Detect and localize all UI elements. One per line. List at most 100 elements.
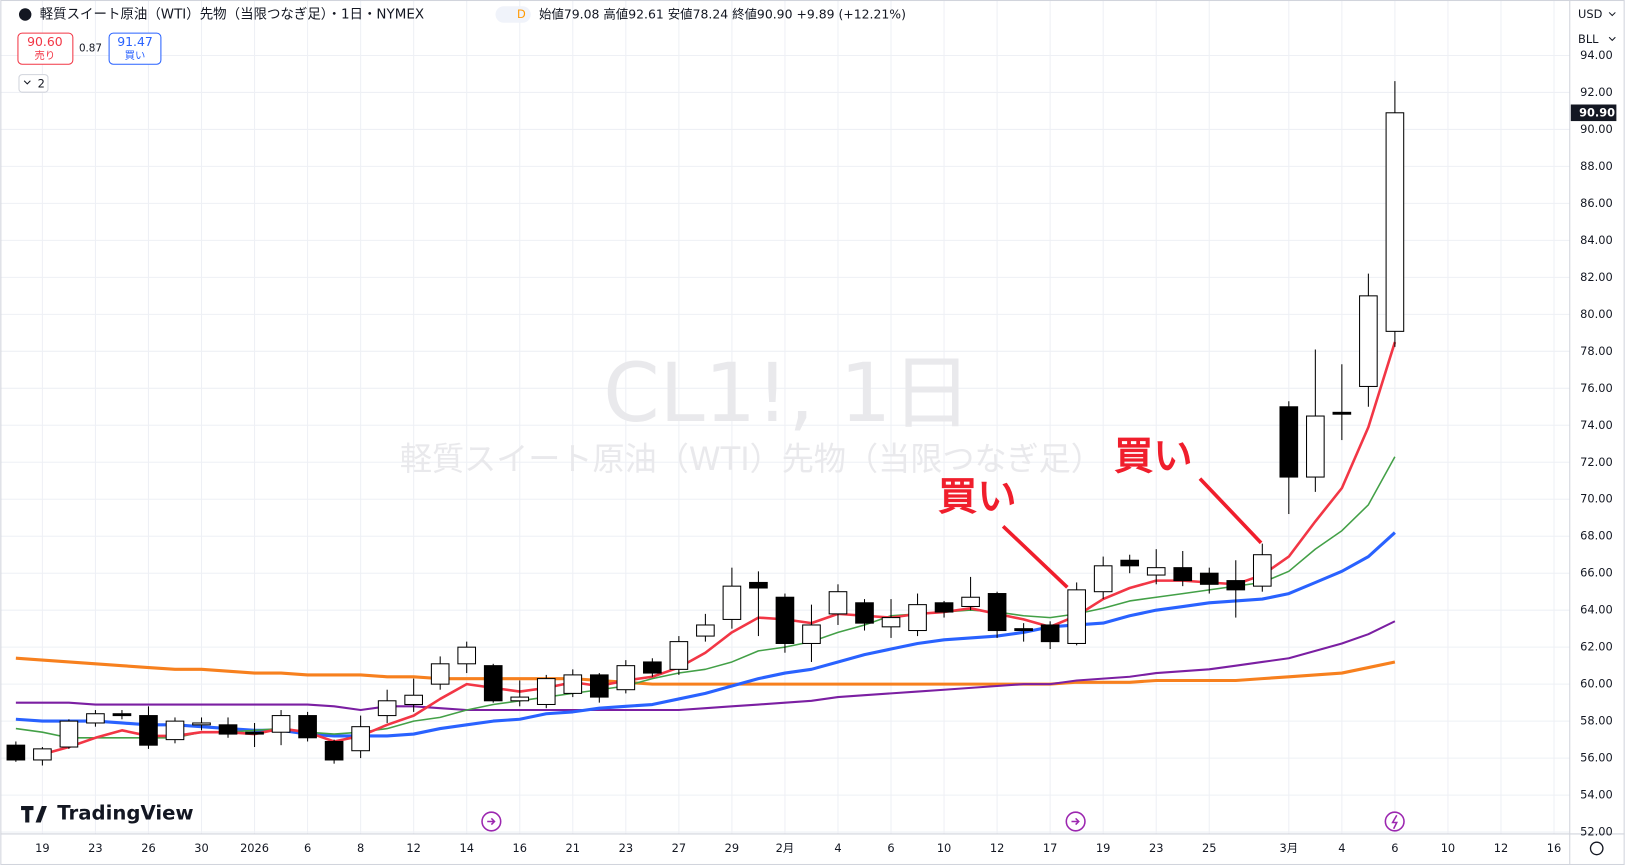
candle-body <box>271 715 291 733</box>
candle-body <box>192 722 211 726</box>
candle-body <box>6 744 26 761</box>
candle-body <box>536 678 556 706</box>
candle-body <box>1385 112 1405 332</box>
chevron <box>1608 36 1616 42</box>
candle-body <box>139 715 158 746</box>
candle-body <box>33 748 52 761</box>
y-tick-label: 92.00 <box>1580 85 1613 99</box>
y-tick-label: 72.00 <box>1580 455 1613 469</box>
candle-body <box>1332 411 1352 415</box>
candle-body <box>298 715 317 739</box>
candle-body <box>643 661 662 674</box>
moving-average-line <box>15 620 1396 712</box>
x-tick-label: 12 <box>406 841 420 855</box>
candle-body <box>86 713 105 724</box>
candle-body <box>802 624 821 644</box>
moving-average-line <box>15 531 1396 738</box>
event-icon[interactable] <box>1384 811 1405 832</box>
x-tick-label: 12 <box>990 841 1004 855</box>
y-tick-label: 68.00 <box>1580 529 1613 543</box>
candle-body <box>1093 565 1113 593</box>
candle-body <box>1359 295 1378 387</box>
moving-average-line <box>15 656 1396 686</box>
x-tick-label: 19 <box>1096 841 1110 855</box>
x-tick-label: 6 <box>304 841 311 855</box>
candle-body <box>616 665 636 691</box>
y-tick-label: 86.00 <box>1580 196 1613 210</box>
y-tick-label: 74.00 <box>1580 418 1613 432</box>
candle-body <box>908 604 927 632</box>
chevron <box>23 80 31 85</box>
grid <box>0 0 1570 834</box>
x-tick-label: 17 <box>1043 841 1057 855</box>
x-tick-label: 23 <box>619 841 633 855</box>
candle-body <box>324 740 344 761</box>
x-tick-label: 29 <box>725 841 739 855</box>
y-tick-label: 82.00 <box>1580 270 1613 284</box>
candle-body <box>934 602 954 613</box>
ohlc-value: 79.08 <box>564 6 600 21</box>
annotation-text: 買い <box>938 474 1017 520</box>
x-tick-label: 10 <box>937 841 951 855</box>
x-tick-label: 23 <box>88 841 102 855</box>
change: +9.89 (+12.21%) <box>796 6 905 21</box>
candle-body <box>987 593 1007 632</box>
candle-body <box>881 617 901 628</box>
annotation-arrow <box>1001 524 1069 589</box>
watermark-description: 軽質スイート原油（WTI）先物（当限つなぎ足） <box>400 440 1103 478</box>
candle-body <box>1067 589 1086 644</box>
y-tick-label: 80.00 <box>1580 307 1613 321</box>
x-tick-label: 14 <box>459 841 473 855</box>
unit[interactable]: BLL <box>1578 32 1599 46</box>
sell-label: 売り <box>35 49 56 62</box>
candle-body <box>351 726 370 752</box>
buy-button[interactable] <box>108 32 162 65</box>
candle-body <box>828 591 848 615</box>
last-price-label: 90.90 <box>1579 105 1615 119</box>
settings-icon[interactable] <box>1589 841 1604 856</box>
x-tick-label: 30 <box>194 841 208 855</box>
candle-body <box>1014 628 1033 632</box>
y-tick-label: 64.00 <box>1580 603 1613 617</box>
y-tick-label: 94.00 <box>1580 48 1613 62</box>
candle-body <box>855 602 874 624</box>
y-tick-label: 70.00 <box>1580 492 1613 506</box>
candle-body <box>112 713 132 717</box>
candle-body <box>59 720 79 748</box>
y-tick-label: 60.00 <box>1580 677 1613 691</box>
candle-body <box>1040 624 1060 643</box>
currency[interactable]: USD <box>1578 7 1603 21</box>
logo-icon <box>21 805 47 823</box>
moving-average-line <box>15 456 1396 739</box>
candle-body <box>1252 554 1272 587</box>
candle-body <box>404 694 423 706</box>
annotation-text: 買い <box>1114 433 1193 479</box>
indicator-toggle[interactable] <box>18 74 49 93</box>
x-tick-label: 3月 <box>1280 841 1299 855</box>
buy-price: 91.47 <box>117 34 153 49</box>
x-tick-label: 2026 <box>240 841 269 855</box>
event-glyph <box>1391 814 1399 830</box>
x-tick-label: 10 <box>1441 841 1455 855</box>
candle-body <box>696 624 715 637</box>
last-price-box <box>1570 104 1617 122</box>
event-glyph <box>1071 817 1080 826</box>
x-tick-label: 8 <box>357 841 364 855</box>
interval-badge-bg <box>495 6 531 23</box>
x-tick-label: 23 <box>1149 841 1163 855</box>
candle-body <box>457 646 477 665</box>
y-tick-label: 84.00 <box>1580 233 1613 247</box>
y-tick-label: 58.00 <box>1580 714 1613 728</box>
header-title[interactable]: 軽質スイート原油（WTI）先物（当限つなぎ足）・1日・NYMEX <box>40 7 424 23</box>
ohlc-values: 始値79.08 高値92.61 安値78.24 終値90.90 +9.89 (+… <box>539 6 906 21</box>
sell-button[interactable] <box>17 32 74 65</box>
sell-price: 90.60 <box>27 34 63 49</box>
x-tick-label: 27 <box>672 841 686 855</box>
candle-body <box>563 674 583 694</box>
y-tick-label: 52.00 <box>1580 825 1613 839</box>
x-tick-label: 12 <box>1494 841 1508 855</box>
logo[interactable]: TradingView <box>57 802 193 825</box>
candle-body <box>1226 580 1246 591</box>
